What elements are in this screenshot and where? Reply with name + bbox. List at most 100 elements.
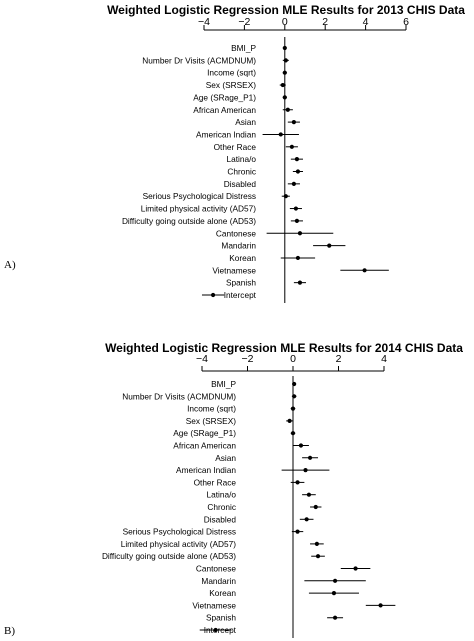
estimate-point [210,292,216,298]
estimate-point [307,455,313,460]
panel-label-a: A) [4,259,16,271]
category-label: Sex (SRSEX) [186,416,236,426]
category-label: Number Dr Visits (ACMDNUM) [142,55,256,65]
estimate-point [353,566,358,571]
estimate-point [290,406,296,411]
estimate-point [362,268,367,273]
category-label: Serious Psychological Distress [143,191,256,201]
category-label: Other Race [194,477,237,487]
estimate-point [293,206,299,211]
category-label: Disabled [224,179,257,189]
estimate-point [290,431,296,436]
x-tick-label: 4 [363,16,369,28]
estimate-point [297,280,303,285]
estimate-point [332,578,338,583]
x-tick-label: −2 [242,353,254,365]
estimate-point [292,381,297,387]
estimate-point [294,218,300,223]
panel-2013: Weighted Logistic Regression MLE Results… [4,3,465,303]
category-label: Income (sqrt) [207,68,256,78]
x-tick-label: −2 [238,16,250,28]
category-label: African American [173,441,236,451]
category-label: BMI_P [211,379,236,389]
category-label: BMI_P [231,43,256,53]
estimate-point [282,45,287,51]
estimate-point [283,58,288,63]
category-label: Other Race [214,142,257,152]
category-label: Limited physical activity (AD57) [141,204,257,214]
category-label: Vietnamese [192,600,236,610]
estimate-point [295,480,300,485]
category-label: Difficulty going outside alone (AD53) [122,216,256,226]
category-label: Chronic [227,167,256,177]
estimate-point [303,468,308,473]
estimate-point [297,231,303,236]
estimate-point [331,591,337,596]
estimate-point [213,627,218,633]
estimate-point [313,504,318,510]
category-label: American Indian [196,129,256,139]
category-label: Asian [235,117,256,127]
category-label: Latina/o [206,490,236,500]
category-label: American Indian [176,465,236,475]
estimate-point [378,603,383,608]
estimate-point [280,82,285,88]
category-label: Mandarin [221,241,256,251]
category-label: Cantonese [196,564,237,574]
category-label: Limited physical activity (AD57) [121,539,237,549]
category-label: Serious Psychological Distress [123,527,236,537]
category-label: Vietnamese [212,265,256,275]
category-label: Number Dr Visits (ACMDNUM) [122,391,236,401]
estimate-point [283,194,288,199]
estimate-point [291,181,296,186]
estimate-point [282,95,287,100]
estimate-point [306,492,312,497]
estimate-point [294,157,300,162]
category-label: Latina/o [226,154,256,164]
x-tick-label: 0 [282,16,288,28]
estimate-point [332,615,338,620]
estimate-point [295,255,301,261]
estimate-point [291,120,296,125]
category-label: Age (SRage_P1) [193,92,256,102]
estimate-point [285,107,290,112]
x-tick-label: −4 [198,16,210,28]
x-tick-label: 6 [403,16,409,28]
category-label: Disabled [204,514,237,524]
estimate-point [278,132,283,137]
x-tick-label: 0 [290,353,296,365]
category-label: Intercept [224,290,257,300]
chart-title-2013: Weighted Logistic Regression MLE Results… [107,3,465,17]
estimate-point [292,394,297,399]
category-label: Cantonese [216,228,257,238]
category-label: Spanish [206,613,236,623]
category-label: Korean [229,253,256,263]
estimate-point [304,517,309,522]
estimate-point [282,70,287,75]
x-tick-label: −4 [196,353,208,365]
chart-title-2014: Weighted Logistic Regression MLE Results… [105,341,463,355]
estimate-point [298,443,304,448]
estimate-point [287,418,292,423]
category-label: Spanish [226,278,256,288]
category-label: Asian [215,453,236,463]
panel-label-b: B) [4,625,15,637]
category-label: Mandarin [201,576,236,586]
estimate-point [327,243,332,248]
x-tick-label: 4 [381,353,387,365]
estimate-point [295,169,301,174]
estimate-point [289,144,294,149]
category-label: Age (SRage_P1) [173,428,236,438]
category-label: African American [193,105,256,115]
x-tick-label: 2 [322,16,328,28]
estimate-point [295,529,300,534]
estimate-point [315,554,321,559]
category-label: Sex (SRSEX) [206,80,256,90]
x-tick-label: 2 [336,353,342,365]
category-label: Korean [209,588,236,598]
category-label: Difficulty going outside alone (AD53) [102,551,236,561]
panel-2014: Weighted Logistic Regression MLE Results… [4,341,463,638]
estimate-point [314,541,319,547]
category-label: Income (sqrt) [187,404,236,414]
